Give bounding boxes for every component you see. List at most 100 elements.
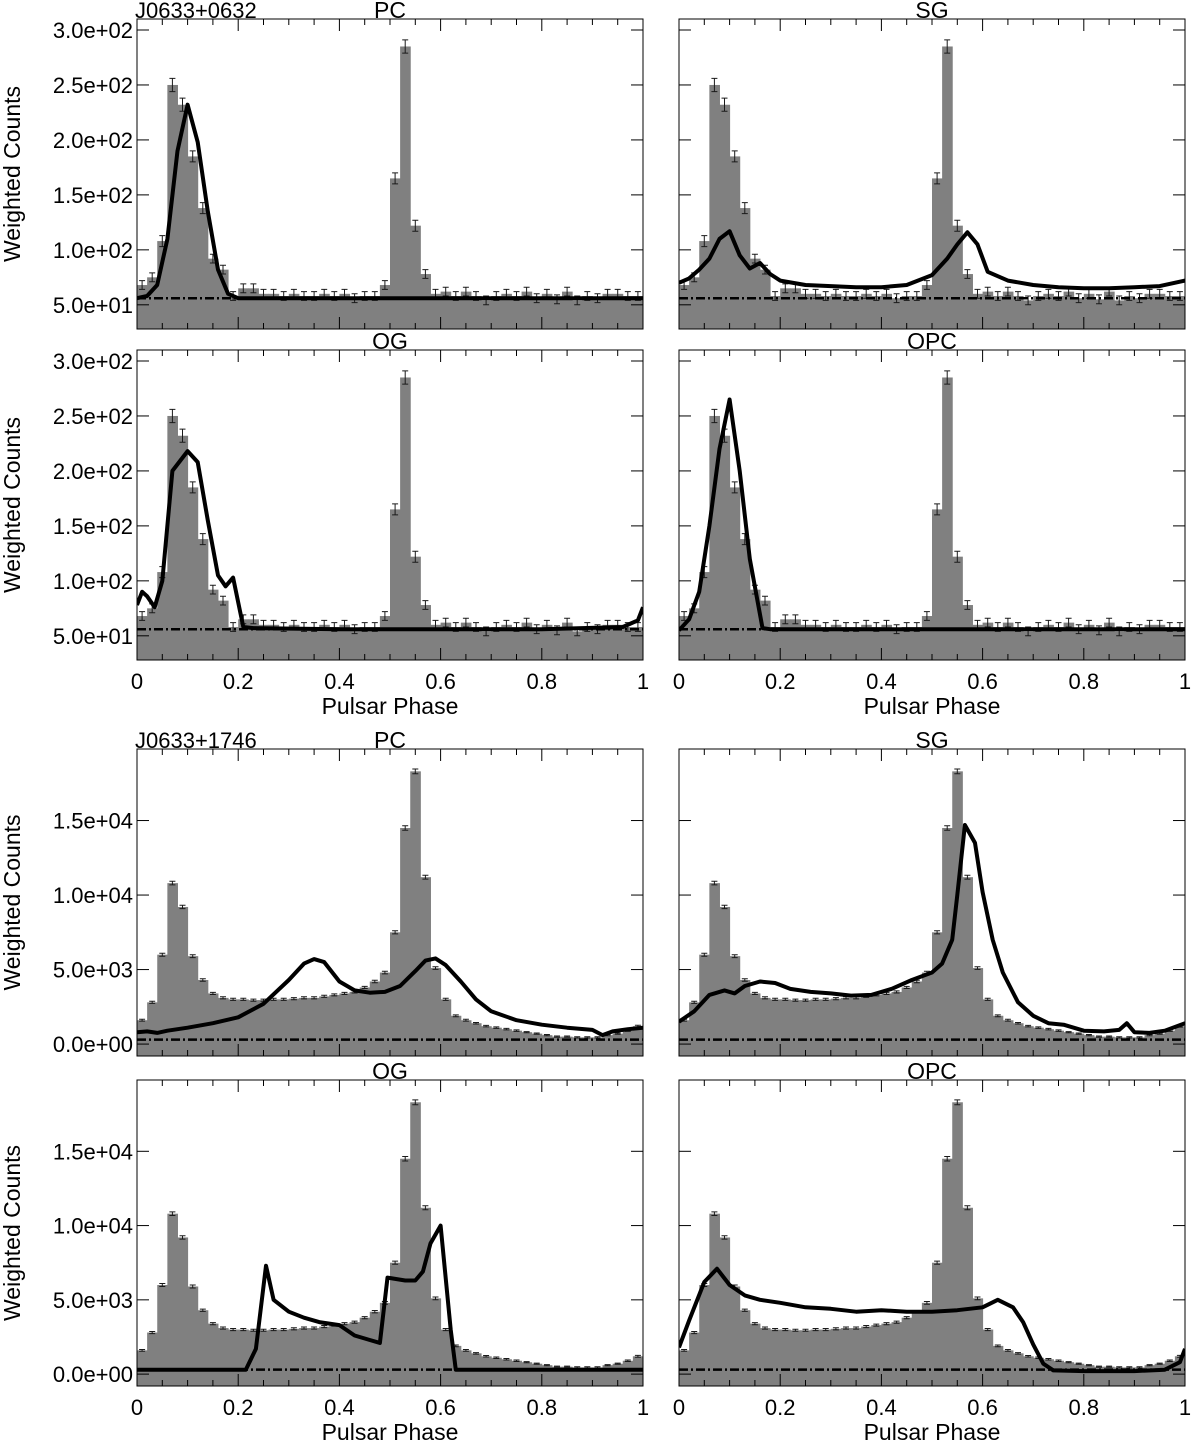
- histogram-bar: [258, 624, 270, 660]
- error-bar: [1065, 1031, 1072, 1034]
- histogram-bar: [602, 293, 614, 329]
- pulsar-name: J0633+1746: [135, 728, 257, 753]
- histogram-bar: [582, 1367, 593, 1386]
- histogram-bar: [1174, 1356, 1185, 1386]
- histogram-bar: [288, 998, 300, 1056]
- error-bar: [442, 286, 449, 297]
- histogram-bar: [1023, 1356, 1034, 1386]
- histogram-bar: [1093, 299, 1105, 329]
- error-bar: [341, 1322, 348, 1326]
- error-bar: [812, 1328, 819, 1332]
- error-bar: [873, 1323, 880, 1327]
- histogram-bar: [238, 288, 249, 329]
- error-bar: [523, 1361, 530, 1364]
- error-bar: [311, 1326, 318, 1330]
- histogram-bar: [278, 999, 290, 1056]
- model-title: OG: [372, 1058, 408, 1084]
- histogram-bar: [400, 827, 411, 1056]
- histogram-bar: [1053, 1030, 1065, 1056]
- model-title: PC: [374, 0, 406, 23]
- histogram-bar: [278, 296, 290, 329]
- histogram-bar: [400, 1158, 411, 1386]
- histogram-bar: [1164, 1030, 1176, 1056]
- histogram-bar: [531, 1363, 543, 1386]
- error-bar: [923, 1301, 930, 1305]
- error-bar: [741, 202, 748, 215]
- histogram-bar: [1073, 1033, 1085, 1056]
- histogram-bar: [891, 629, 903, 660]
- error-bar: [802, 1328, 809, 1332]
- histogram-bar: [501, 1029, 512, 1056]
- histogram-bar: [410, 556, 421, 660]
- histogram-bar: [749, 258, 761, 329]
- error-bar: [250, 998, 257, 1002]
- y-tick-label: 3.0e+02: [53, 349, 133, 374]
- y-tick-label: 1.0e+02: [53, 238, 133, 263]
- histogram-bar: [1134, 1037, 1146, 1056]
- histogram-bar: [1154, 293, 1166, 329]
- histogram-bar: [238, 1329, 249, 1386]
- histogram-bar: [349, 298, 361, 329]
- model-curve: [137, 956, 643, 1038]
- histogram-bar: [810, 624, 822, 660]
- histogram-bar: [511, 296, 523, 329]
- histogram-bar: [932, 509, 943, 660]
- error-bar: [762, 996, 768, 1000]
- histogram-bar: [450, 627, 462, 660]
- histogram-bar: [217, 997, 229, 1056]
- error-bar: [792, 614, 799, 625]
- histogram-bar: [319, 996, 330, 1056]
- histogram-bar: [197, 208, 209, 329]
- error-bar: [944, 39, 951, 54]
- histogram-bar: [460, 622, 472, 660]
- histogram-bar: [709, 84, 720, 329]
- histogram-bar: [1164, 627, 1176, 660]
- error-bar: [199, 533, 206, 546]
- histogram-bar: [891, 1322, 903, 1386]
- histogram-bar: [531, 629, 543, 660]
- error-bar: [701, 235, 708, 248]
- histogram-bar: [830, 1328, 842, 1386]
- x-tick-label: 0.6: [967, 1395, 998, 1420]
- histogram-bar: [699, 572, 710, 660]
- error-bar: [913, 291, 920, 301]
- y-tick-label: 2.5e+02: [53, 73, 133, 98]
- histogram-bar: [1104, 622, 1115, 660]
- histogram-bar: [982, 291, 994, 329]
- histogram-bar: [1144, 1365, 1156, 1386]
- histogram-bar: [881, 993, 893, 1056]
- histogram-bar: [1093, 630, 1105, 660]
- histogram-bar: [932, 1262, 943, 1386]
- histogram-bar: [177, 435, 189, 660]
- histogram-bar: [572, 1367, 583, 1386]
- error-bar: [923, 280, 930, 290]
- panel-3: 5.0e+01 1.0e+02 1.5e+02 2.0e+02 2.5e+02 3.0e+…: [0, 328, 649, 719]
- histogram-bar: [410, 225, 421, 329]
- histogram-bar: [521, 291, 533, 329]
- histogram-bar: [780, 1329, 791, 1386]
- histogram-bar: [810, 999, 822, 1056]
- error-bar: [513, 1029, 520, 1032]
- histogram-bar: [228, 1329, 239, 1386]
- histogram-bar: [881, 293, 893, 329]
- error-bar: [381, 280, 388, 290]
- histogram-bar: [719, 104, 731, 329]
- error-bar: [452, 1014, 459, 1018]
- error-bar: [954, 1099, 961, 1106]
- error-bar: [199, 978, 206, 982]
- histogram-bar: [709, 1213, 720, 1386]
- histogram-bar: [390, 178, 401, 329]
- histogram-bar: [1073, 298, 1085, 329]
- histogram-bar: [592, 629, 604, 660]
- histogram-bar: [339, 624, 351, 660]
- histogram-bar: [572, 300, 583, 329]
- histogram-bar: [278, 1329, 290, 1386]
- histogram-bar: [942, 1158, 953, 1386]
- histogram-bar: [932, 932, 943, 1056]
- histogram-bar: [891, 298, 903, 329]
- histogram-bar: [207, 589, 219, 660]
- histogram-bar: [972, 1298, 984, 1386]
- error-bar: [792, 998, 799, 1002]
- histogram-bar: [770, 999, 781, 1056]
- error-bar: [721, 1235, 728, 1240]
